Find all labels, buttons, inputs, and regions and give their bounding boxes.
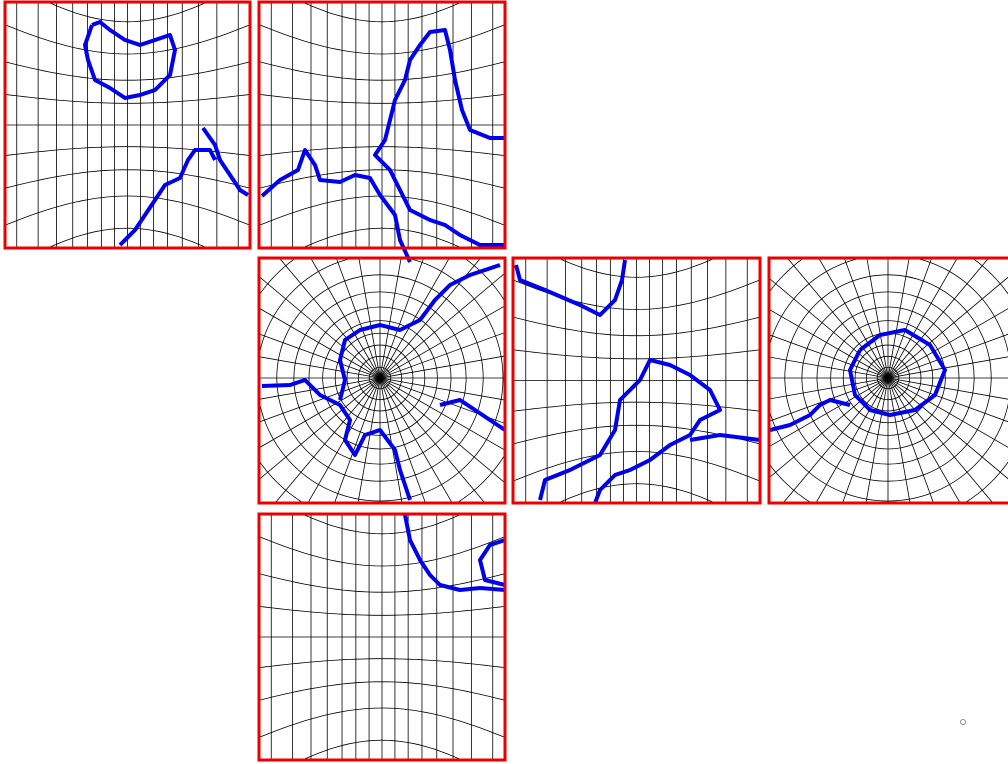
face-grid <box>675 165 1008 591</box>
cube-map <box>0 0 1008 764</box>
face-frames <box>5 2 1008 760</box>
coastlines <box>85 22 945 590</box>
meridian <box>888 249 1008 378</box>
coastline <box>440 400 505 430</box>
coastline <box>770 400 850 430</box>
coastline <box>540 360 720 503</box>
marker-dot <box>961 720 966 725</box>
coastline <box>690 435 760 440</box>
face-grid <box>167 165 593 591</box>
face-grid <box>253 487 519 764</box>
coastline <box>405 515 505 590</box>
coastline <box>203 128 248 195</box>
meridian <box>888 378 1008 531</box>
meridian <box>888 225 1008 378</box>
coastline <box>85 22 175 98</box>
meridian <box>888 378 1008 507</box>
